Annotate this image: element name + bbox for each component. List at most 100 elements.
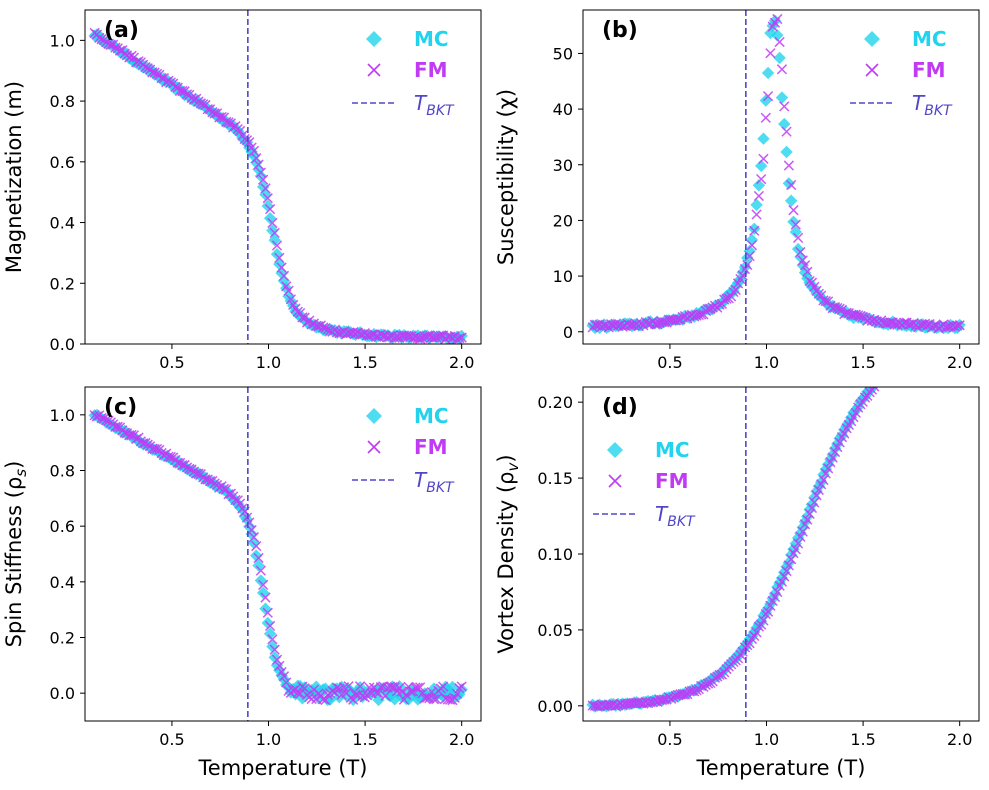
fm-point — [783, 560, 794, 571]
fm-point — [890, 362, 899, 371]
mc-point — [427, 682, 441, 695]
fm-point — [396, 686, 407, 697]
mc-point — [390, 686, 404, 699]
mc-point — [778, 117, 791, 131]
fm-point — [779, 571, 790, 582]
fm-point — [239, 133, 250, 145]
mc-point — [889, 357, 901, 369]
mc-point — [743, 244, 756, 258]
legend-fm-marker — [865, 63, 879, 77]
fm-point — [202, 104, 213, 115]
y-tick-label: 0.8 — [50, 92, 75, 111]
axes-frame — [84, 386, 482, 722]
mc-point — [903, 351, 915, 363]
x-tick-label: 2.0 — [449, 353, 474, 372]
fm-point — [124, 430, 135, 441]
fm-point — [262, 193, 273, 204]
fm-point — [781, 126, 792, 137]
fm-point — [260, 592, 271, 603]
y-tick-label: 10 — [553, 267, 573, 286]
fm-point — [914, 348, 923, 357]
fm-point — [184, 463, 195, 475]
fm-point — [410, 682, 421, 693]
fm-point — [795, 531, 806, 542]
y-tick-label: 50 — [553, 44, 573, 63]
fm-point — [251, 540, 262, 552]
fm-point — [888, 364, 897, 373]
fm-point — [904, 353, 913, 362]
fm-point — [765, 48, 776, 59]
fm-point — [850, 407, 861, 418]
legend-fm-marker — [367, 63, 381, 77]
mc-point — [914, 344, 926, 356]
mc-point — [882, 364, 894, 376]
y-tick-label: 1.0 — [50, 406, 75, 425]
mc-point — [289, 688, 302, 701]
fm-point — [879, 371, 888, 380]
fm-point — [253, 552, 264, 564]
x-tick-label: 2.0 — [947, 730, 972, 749]
fm-point — [389, 332, 400, 343]
fm-point — [756, 173, 767, 185]
mc-point — [443, 685, 457, 699]
fm-point — [886, 365, 895, 374]
fm-point — [897, 356, 906, 365]
x-tick-label: 1.5 — [352, 730, 377, 749]
mc-point — [910, 346, 922, 358]
fm-point — [792, 232, 804, 244]
mc-point — [917, 344, 929, 356]
fm-point — [283, 285, 294, 296]
fm-point — [415, 682, 426, 693]
fm-point — [267, 217, 278, 229]
mc-point — [896, 353, 908, 365]
fm-point — [806, 502, 818, 514]
fm-point — [822, 463, 834, 474]
fm-point — [762, 91, 774, 102]
mc-point — [796, 259, 809, 272]
y-tick-label: 0.0 — [50, 684, 75, 703]
fm-point — [795, 246, 806, 258]
legend-fm-label: FM — [414, 435, 448, 459]
fm-point — [269, 644, 280, 655]
fm-point — [788, 205, 799, 216]
fm-point — [893, 359, 902, 368]
x-tick-label: 1.0 — [256, 730, 281, 749]
fm-point — [364, 682, 375, 693]
fm-point — [244, 517, 255, 528]
y-tick-label: 0 — [563, 323, 573, 342]
mc-point — [880, 366, 892, 378]
legend: MC FM TBKT — [850, 27, 953, 119]
fm-point — [874, 377, 883, 386]
fm-point — [909, 348, 918, 357]
fm-point — [451, 688, 463, 699]
fm-point — [677, 688, 688, 700]
legend-mc-label: MC — [912, 27, 947, 51]
mc-point — [268, 233, 281, 247]
mc-point — [254, 169, 268, 183]
fm-point — [255, 167, 266, 178]
mc-point — [754, 159, 768, 173]
mc-point — [789, 537, 802, 550]
panel-label: (a) — [104, 18, 139, 43]
fm-point — [267, 634, 278, 645]
fm-point — [772, 586, 783, 598]
mc-point — [928, 340, 940, 352]
y-tick-label: 0.05 — [537, 621, 573, 640]
mc-point — [340, 689, 353, 702]
fm-point — [834, 437, 845, 448]
fm-point — [783, 160, 794, 171]
y-tick-label: 40 — [553, 100, 573, 119]
fm-point — [811, 490, 822, 501]
fm-point — [248, 532, 260, 543]
legend-mc-label: MC — [414, 404, 449, 428]
mc-point — [877, 369, 889, 381]
fm-point — [373, 688, 384, 699]
fm-point — [269, 227, 280, 238]
mc-point — [314, 687, 328, 700]
mc-point — [930, 339, 942, 351]
fm-point — [253, 159, 264, 170]
fm-point — [241, 512, 253, 523]
mc-point — [900, 352, 912, 364]
fm-point — [264, 204, 276, 215]
panel-label: (d) — [602, 395, 638, 420]
